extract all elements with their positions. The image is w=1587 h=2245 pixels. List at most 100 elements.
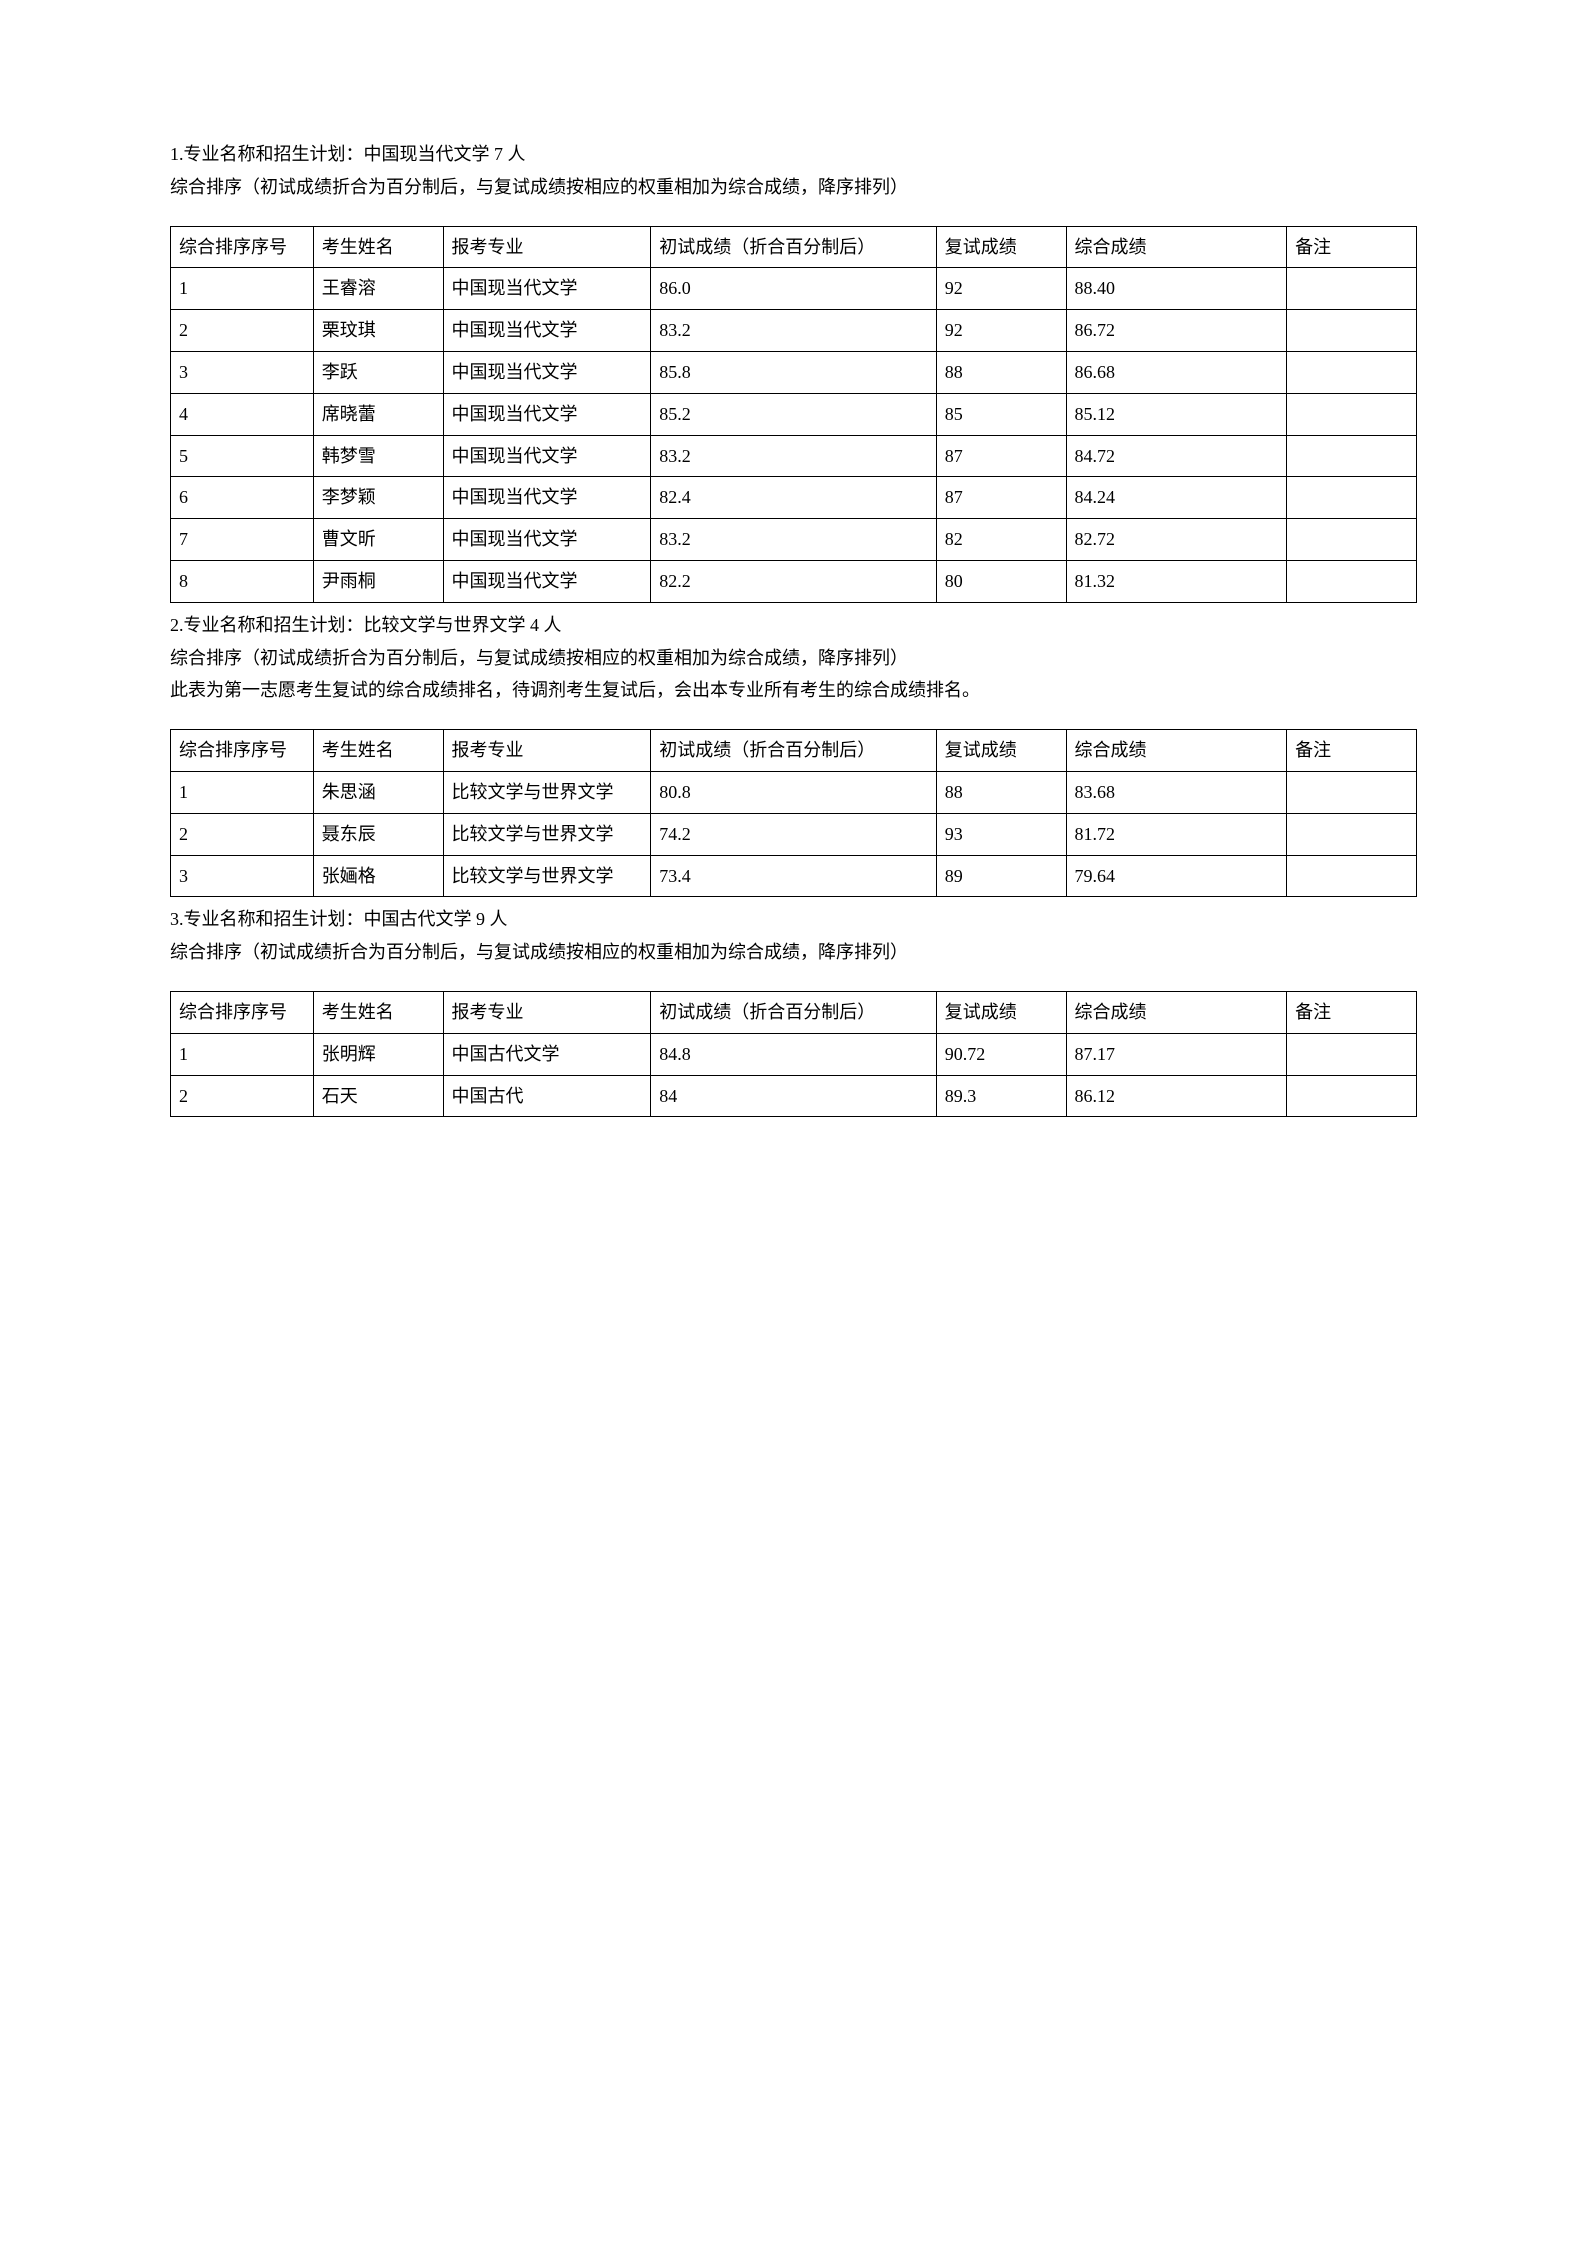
- section3-title: 3.专业名称和招生计划：中国古代文学 9 人: [170, 905, 1417, 934]
- cell-total: 87.17: [1066, 1033, 1287, 1075]
- cell-major: 中国古代: [443, 1075, 651, 1117]
- cell-rank: 5: [171, 435, 314, 477]
- cell-name: 栗玟琪: [313, 310, 443, 352]
- cell-prelim: 83.2: [651, 310, 937, 352]
- cell-prelim: 83.2: [651, 519, 937, 561]
- cell-remark: [1287, 519, 1417, 561]
- cell-total: 88.40: [1066, 268, 1287, 310]
- cell-retest: 88: [936, 771, 1066, 813]
- header-retest: 复试成绩: [936, 226, 1066, 268]
- header-retest: 复试成绩: [936, 991, 1066, 1033]
- table-header-row: 综合排序序号 考生姓名 报考专业 初试成绩（折合百分制后） 复试成绩 综合成绩 …: [171, 991, 1417, 1033]
- section1-title: 1.专业名称和招生计划：中国现当代文学 7 人: [170, 140, 1417, 169]
- cell-prelim: 74.2: [651, 813, 937, 855]
- table-row: 2栗玟琪中国现当代文学83.29286.72: [171, 310, 1417, 352]
- cell-major: 比较文学与世界文学: [443, 855, 651, 897]
- cell-prelim: 84: [651, 1075, 937, 1117]
- table-row: 1张明辉中国古代文学84.890.7287.17: [171, 1033, 1417, 1075]
- cell-major: 中国现当代文学: [443, 560, 651, 602]
- cell-total: 81.72: [1066, 813, 1287, 855]
- cell-total: 82.72: [1066, 519, 1287, 561]
- cell-retest: 92: [936, 268, 1066, 310]
- section3-table: 综合排序序号 考生姓名 报考专业 初试成绩（折合百分制后） 复试成绩 综合成绩 …: [170, 991, 1417, 1117]
- cell-name: 尹雨桐: [313, 560, 443, 602]
- cell-rank: 4: [171, 393, 314, 435]
- cell-remark: [1287, 435, 1417, 477]
- cell-name: 张婳格: [313, 855, 443, 897]
- table-row: 3张婳格比较文学与世界文学73.48979.64: [171, 855, 1417, 897]
- header-name: 考生姓名: [313, 730, 443, 772]
- cell-prelim: 73.4: [651, 855, 937, 897]
- header-rank: 综合排序序号: [171, 730, 314, 772]
- cell-prelim: 85.8: [651, 351, 937, 393]
- cell-retest: 85: [936, 393, 1066, 435]
- cell-remark: [1287, 771, 1417, 813]
- cell-major: 中国现当代文学: [443, 310, 651, 352]
- cell-retest: 88: [936, 351, 1066, 393]
- cell-retest: 82: [936, 519, 1066, 561]
- table-row: 2石天中国古代8489.386.12: [171, 1075, 1417, 1117]
- cell-name: 曹文昕: [313, 519, 443, 561]
- section2-title: 2.专业名称和招生计划：比较文学与世界文学 4 人: [170, 611, 1417, 640]
- cell-major: 中国现当代文学: [443, 435, 651, 477]
- header-major: 报考专业: [443, 226, 651, 268]
- header-prelim: 初试成绩（折合百分制后）: [651, 730, 937, 772]
- cell-remark: [1287, 1075, 1417, 1117]
- cell-total: 86.72: [1066, 310, 1287, 352]
- cell-prelim: 85.2: [651, 393, 937, 435]
- cell-major: 中国古代文学: [443, 1033, 651, 1075]
- table-row: 5韩梦雪中国现当代文学83.28784.72: [171, 435, 1417, 477]
- cell-total: 86.12: [1066, 1075, 1287, 1117]
- header-retest: 复试成绩: [936, 730, 1066, 772]
- header-total: 综合成绩: [1066, 226, 1287, 268]
- table-row: 1朱思涵比较文学与世界文学80.88883.68: [171, 771, 1417, 813]
- cell-name: 张明辉: [313, 1033, 443, 1075]
- cell-retest: 90.72: [936, 1033, 1066, 1075]
- cell-rank: 3: [171, 855, 314, 897]
- cell-rank: 7: [171, 519, 314, 561]
- cell-name: 石天: [313, 1075, 443, 1117]
- cell-name: 李跃: [313, 351, 443, 393]
- cell-name: 朱思涵: [313, 771, 443, 813]
- section1-table: 综合排序序号 考生姓名 报考专业 初试成绩（折合百分制后） 复试成绩 综合成绩 …: [170, 226, 1417, 603]
- header-rank: 综合排序序号: [171, 226, 314, 268]
- cell-name: 韩梦雪: [313, 435, 443, 477]
- cell-prelim: 84.8: [651, 1033, 937, 1075]
- table-row: 7曹文昕中国现当代文学83.28282.72: [171, 519, 1417, 561]
- cell-remark: [1287, 855, 1417, 897]
- section1-desc: 综合排序（初试成绩折合为百分制后，与复试成绩按相应的权重相加为综合成绩，降序排列…: [170, 173, 1417, 202]
- table-row: 4席晓蕾中国现当代文学85.28585.12: [171, 393, 1417, 435]
- cell-total: 84.72: [1066, 435, 1287, 477]
- cell-rank: 3: [171, 351, 314, 393]
- cell-retest: 89.3: [936, 1075, 1066, 1117]
- cell-rank: 1: [171, 268, 314, 310]
- cell-rank: 2: [171, 813, 314, 855]
- cell-retest: 87: [936, 435, 1066, 477]
- cell-retest: 89: [936, 855, 1066, 897]
- cell-retest: 87: [936, 477, 1066, 519]
- cell-remark: [1287, 351, 1417, 393]
- cell-retest: 93: [936, 813, 1066, 855]
- cell-remark: [1287, 1033, 1417, 1075]
- cell-remark: [1287, 477, 1417, 519]
- section2-table: 综合排序序号 考生姓名 报考专业 初试成绩（折合百分制后） 复试成绩 综合成绩 …: [170, 729, 1417, 897]
- header-total: 综合成绩: [1066, 991, 1287, 1033]
- cell-major: 中国现当代文学: [443, 268, 651, 310]
- table-row: 8尹雨桐中国现当代文学82.28081.32: [171, 560, 1417, 602]
- header-name: 考生姓名: [313, 226, 443, 268]
- cell-rank: 2: [171, 1075, 314, 1117]
- cell-major: 中国现当代文学: [443, 477, 651, 519]
- header-remark: 备注: [1287, 730, 1417, 772]
- cell-total: 83.68: [1066, 771, 1287, 813]
- cell-rank: 8: [171, 560, 314, 602]
- table-row: 1王睿溶中国现当代文学86.09288.40: [171, 268, 1417, 310]
- cell-total: 81.32: [1066, 560, 1287, 602]
- cell-rank: 2: [171, 310, 314, 352]
- cell-remark: [1287, 560, 1417, 602]
- table-row: 3李跃中国现当代文学85.88886.68: [171, 351, 1417, 393]
- cell-prelim: 83.2: [651, 435, 937, 477]
- section3-desc: 综合排序（初试成绩折合为百分制后，与复试成绩按相应的权重相加为综合成绩，降序排列…: [170, 938, 1417, 967]
- cell-rank: 6: [171, 477, 314, 519]
- cell-major: 中国现当代文学: [443, 351, 651, 393]
- header-rank: 综合排序序号: [171, 991, 314, 1033]
